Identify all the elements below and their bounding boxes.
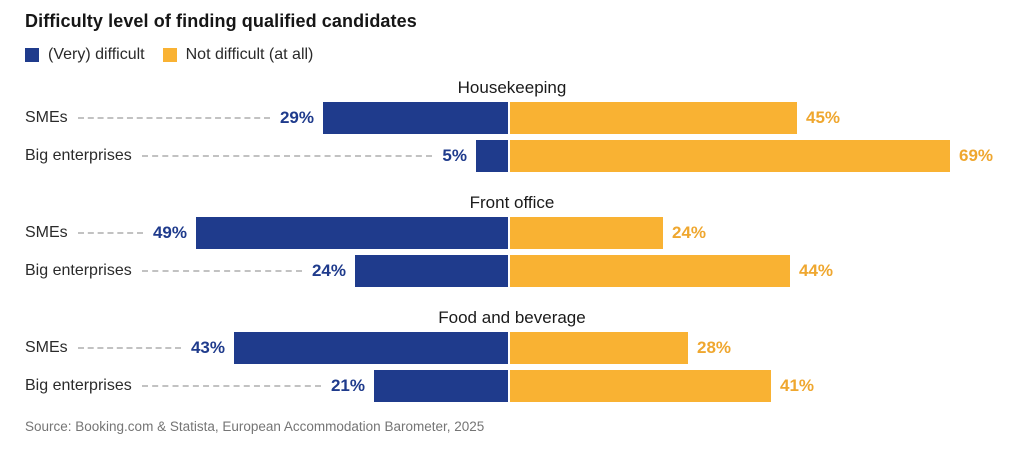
- legend-item-difficult: (Very) difficult: [25, 46, 145, 64]
- leader-line: [141, 270, 302, 272]
- chart-title: Difficulty level of finding qualified ca…: [25, 11, 417, 31]
- legend-swatch-difficult: [25, 48, 39, 62]
- value-label-not-difficult: 44%: [799, 261, 834, 280]
- row-label: SMEs: [25, 109, 68, 126]
- value-label-difficult: 29%: [279, 108, 314, 127]
- bar-not-difficult: [510, 370, 771, 402]
- row-label: Big enterprises: [25, 262, 132, 279]
- group-header: Front office: [469, 193, 555, 212]
- legend-label-difficult: (Very) difficult: [48, 46, 145, 63]
- row-label-group: Big enterprises 21%: [25, 370, 365, 402]
- leader-line: [141, 155, 433, 157]
- value-label-not-difficult: 24%: [672, 223, 707, 242]
- bar-difficult: [355, 255, 508, 287]
- bar-difficult: [374, 370, 508, 402]
- row-label: SMEs: [25, 224, 68, 241]
- bar-difficult: [234, 332, 508, 364]
- row-label-group: SMEs 43%: [25, 332, 225, 364]
- row-label: SMEs: [25, 339, 68, 356]
- bar-row: SMEs 43% 28%: [0, 332, 1024, 364]
- bar-row: Big enterprises 21% 41%: [0, 370, 1024, 402]
- value-label-not-difficult: 69%: [959, 146, 994, 165]
- value-label-not-difficult: 41%: [780, 376, 815, 395]
- group-header: Food and beverage: [438, 308, 586, 327]
- legend-swatch-not-difficult: [162, 48, 177, 62]
- leader-line: [77, 232, 143, 234]
- leader-line: [77, 347, 181, 349]
- legend-item-not-difficult: Not difficult (at all): [162, 46, 314, 64]
- bar-row: Big enterprises 5% 69%: [0, 140, 1024, 172]
- bar-difficult: [476, 140, 508, 172]
- row-label-group: SMEs 49%: [25, 217, 187, 249]
- bar-not-difficult: [510, 255, 790, 287]
- bar-difficult: [196, 217, 508, 249]
- legend-label-not-difficult: Not difficult (at all): [185, 46, 314, 63]
- value-label-difficult: 24%: [311, 261, 346, 280]
- row-label: Big enterprises: [25, 377, 132, 394]
- value-label-difficult: 43%: [190, 338, 225, 357]
- value-label-difficult: 5%: [442, 146, 467, 165]
- bar-row: SMEs 29% 45%: [0, 102, 1024, 134]
- row-label-group: SMEs 29%: [25, 102, 314, 134]
- bar-not-difficult: [510, 102, 797, 134]
- value-label-not-difficult: 28%: [697, 338, 732, 357]
- value-label-difficult: 49%: [152, 223, 187, 242]
- legend: (Very) difficult Not difficult (at all): [25, 46, 313, 64]
- bar-row: SMEs 49% 24%: [0, 217, 1024, 249]
- leader-line: [77, 117, 270, 119]
- bar-difficult: [323, 102, 508, 134]
- row-label-group: Big enterprises 5%: [25, 140, 467, 172]
- source-text: Source: Booking.com & Statista, European…: [25, 419, 485, 434]
- row-label-group: Big enterprises 24%: [25, 255, 346, 287]
- bar-row: Big enterprises 24% 44%: [0, 255, 1024, 287]
- group-header: Housekeeping: [457, 78, 567, 97]
- row-label: Big enterprises: [25, 147, 132, 164]
- value-label-difficult: 21%: [330, 376, 365, 395]
- bar-not-difficult: [510, 217, 663, 249]
- bar-not-difficult: [510, 140, 950, 172]
- value-label-not-difficult: 45%: [806, 108, 841, 127]
- bar-not-difficult: [510, 332, 688, 364]
- leader-line: [141, 385, 321, 387]
